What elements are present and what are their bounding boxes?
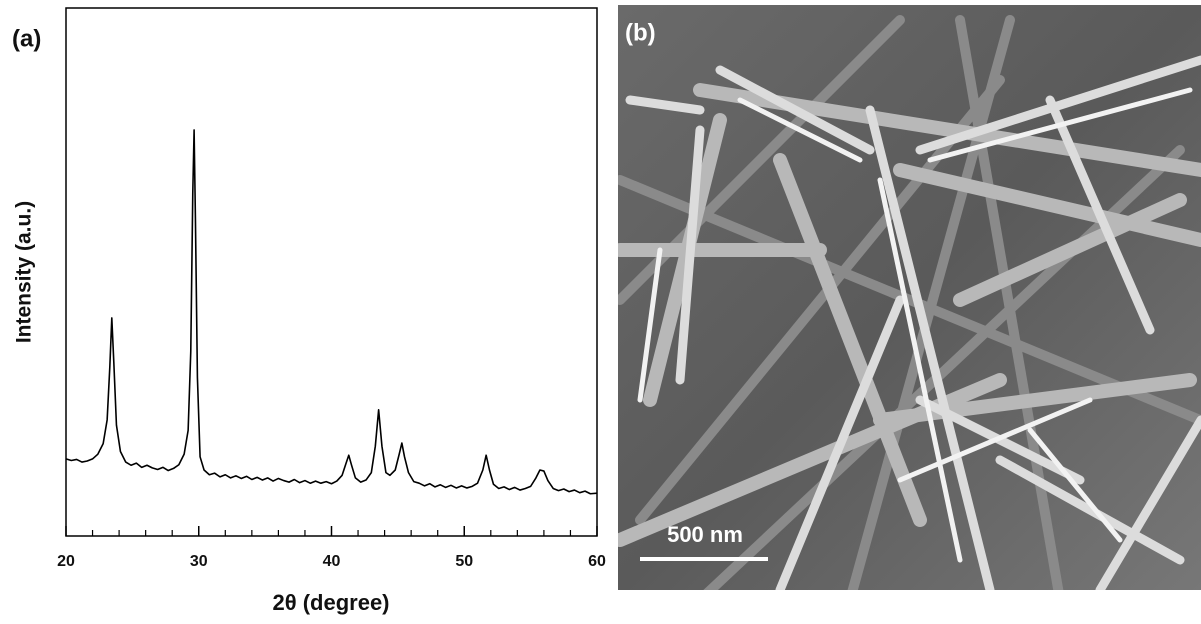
xrd-line bbox=[66, 130, 597, 494]
figure: 500 nm (b) (a) 2θ (degree) Intensity (a.… bbox=[0, 0, 1201, 624]
x-tick-label: 20 bbox=[57, 553, 75, 570]
x-tick-label: 60 bbox=[588, 553, 606, 570]
panel-label: (a) bbox=[12, 25, 41, 52]
x-tick-label: 30 bbox=[190, 553, 208, 570]
panel-label: (b) bbox=[625, 19, 656, 46]
scale-bar-label: 500 nm bbox=[667, 522, 743, 547]
x-tick-label: 40 bbox=[323, 553, 341, 570]
y-axis-title: Intensity (a.u.) bbox=[13, 201, 36, 343]
x-axis-title: 2θ (degree) bbox=[272, 590, 389, 615]
sem-image: 500 nm (b) bbox=[618, 5, 1201, 600]
plot-frame bbox=[66, 8, 597, 536]
x-tick-label: 50 bbox=[455, 553, 473, 570]
